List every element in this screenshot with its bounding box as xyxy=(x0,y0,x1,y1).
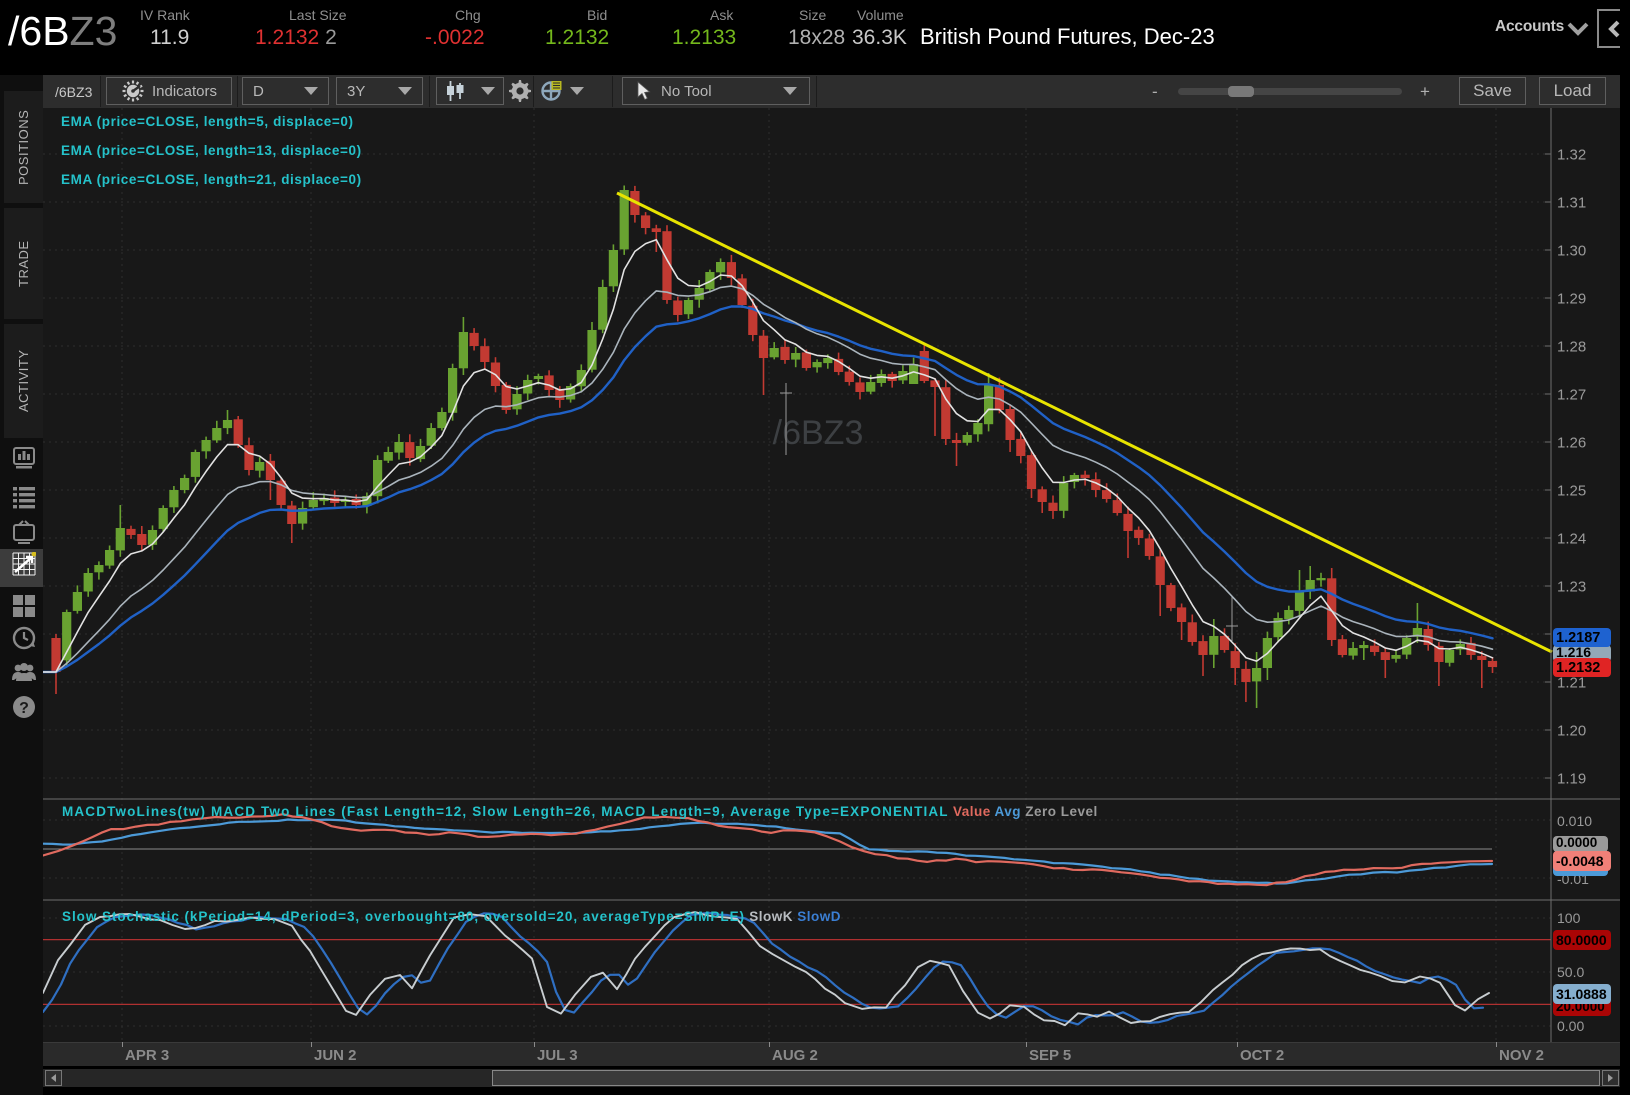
svg-text:1.216: 1.216 xyxy=(1556,644,1591,660)
svg-text:?: ? xyxy=(19,700,29,717)
svg-text:1.30: 1.30 xyxy=(1557,243,1586,260)
svg-text:0.00: 0.00 xyxy=(1557,1018,1584,1034)
svg-text:1.24: 1.24 xyxy=(1557,531,1586,548)
svg-text:1.19: 1.19 xyxy=(1557,771,1586,788)
svg-text:MACDTwoLines(tw) MACD Two Line: MACDTwoLines(tw) MACD Two Lines (Fast Le… xyxy=(62,804,1098,819)
svg-text:0.010: 0.010 xyxy=(1557,813,1592,829)
svg-text:1.2187: 1.2187 xyxy=(1556,630,1600,646)
svg-text:1.20: 1.20 xyxy=(1557,723,1586,740)
svg-text:1.27: 1.27 xyxy=(1557,387,1586,404)
svg-text:1.29: 1.29 xyxy=(1557,291,1586,308)
svg-text:80.0000: 80.0000 xyxy=(1556,932,1607,948)
svg-text:1.31: 1.31 xyxy=(1557,195,1586,212)
svg-text:1.28: 1.28 xyxy=(1557,339,1586,356)
svg-text:50.0: 50.0 xyxy=(1557,964,1584,980)
svg-text:31.0888: 31.0888 xyxy=(1556,986,1607,1002)
svg-text:/6BZ3: /6BZ3 xyxy=(773,414,864,452)
svg-text:1.26: 1.26 xyxy=(1557,435,1586,452)
svg-text:Slow Stochastic (kPeriod=14, d: Slow Stochastic (kPeriod=14, dPeriod=3, … xyxy=(62,909,841,924)
svg-text:EMA (price=CLOSE, length=5, di: EMA (price=CLOSE, length=5, displace=0) xyxy=(61,114,354,129)
svg-text:1.32: 1.32 xyxy=(1557,147,1586,164)
svg-text:1.21: 1.21 xyxy=(1557,675,1586,692)
svg-text:-0.0048: -0.0048 xyxy=(1556,853,1604,869)
svg-text:100: 100 xyxy=(1557,910,1581,926)
svg-text:EMA (price=CLOSE, length=21, d: EMA (price=CLOSE, length=21, displace=0) xyxy=(61,172,362,187)
svg-text:1.23: 1.23 xyxy=(1557,579,1586,596)
svg-text:EMA (price=CLOSE, length=13, d: EMA (price=CLOSE, length=13, displace=0) xyxy=(61,143,362,158)
svg-text:1.25: 1.25 xyxy=(1557,483,1586,500)
svg-text:1.2132: 1.2132 xyxy=(1556,660,1600,676)
svg-text:0.0000: 0.0000 xyxy=(1556,835,1597,850)
